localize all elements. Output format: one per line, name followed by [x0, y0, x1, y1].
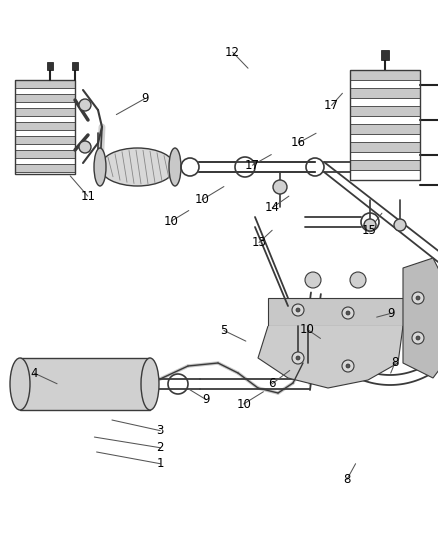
- Bar: [15, 122, 75, 130]
- Text: 10: 10: [163, 215, 178, 228]
- Circle shape: [341, 360, 353, 372]
- Text: 14: 14: [264, 201, 279, 214]
- Text: 9: 9: [141, 92, 148, 105]
- Text: 8: 8: [391, 356, 398, 369]
- Polygon shape: [402, 258, 438, 378]
- Text: 1: 1: [156, 457, 164, 470]
- Bar: [15, 150, 75, 158]
- Circle shape: [79, 141, 91, 153]
- Text: 16: 16: [290, 136, 305, 149]
- Text: 2: 2: [156, 441, 164, 454]
- Bar: [349, 160, 419, 170]
- Text: 6: 6: [268, 377, 276, 390]
- Text: 10: 10: [299, 323, 314, 336]
- Text: 9: 9: [386, 307, 394, 320]
- Ellipse shape: [94, 148, 106, 186]
- Circle shape: [411, 332, 423, 344]
- Bar: [349, 70, 419, 180]
- Circle shape: [345, 364, 349, 368]
- Bar: [349, 70, 419, 80]
- Circle shape: [304, 272, 320, 288]
- Circle shape: [415, 296, 419, 300]
- Ellipse shape: [169, 148, 180, 186]
- Text: 17: 17: [244, 159, 259, 172]
- Ellipse shape: [10, 358, 30, 410]
- Bar: [15, 108, 75, 116]
- Bar: [15, 94, 75, 102]
- Circle shape: [272, 180, 286, 194]
- Text: 9: 9: [202, 393, 210, 406]
- Text: 11: 11: [80, 190, 95, 203]
- Bar: [349, 142, 419, 152]
- Ellipse shape: [100, 148, 175, 186]
- Circle shape: [295, 308, 299, 312]
- Bar: [15, 80, 75, 174]
- Circle shape: [291, 304, 303, 316]
- Text: 17: 17: [323, 99, 338, 112]
- Text: 4: 4: [30, 367, 38, 379]
- Bar: [20, 358, 150, 410]
- Circle shape: [349, 272, 365, 288]
- Circle shape: [345, 311, 349, 315]
- Circle shape: [291, 352, 303, 364]
- Bar: [15, 136, 75, 144]
- Text: 12: 12: [225, 46, 240, 59]
- Text: 5: 5: [220, 324, 227, 337]
- Text: 13: 13: [251, 236, 266, 249]
- Text: 10: 10: [236, 398, 251, 410]
- Text: 15: 15: [360, 224, 375, 237]
- Circle shape: [393, 219, 405, 231]
- Circle shape: [363, 219, 375, 231]
- Circle shape: [79, 99, 91, 111]
- Bar: [15, 80, 75, 88]
- Polygon shape: [258, 326, 402, 388]
- Circle shape: [411, 292, 423, 304]
- Circle shape: [295, 356, 299, 360]
- Bar: [349, 106, 419, 116]
- Circle shape: [415, 336, 419, 340]
- Bar: [15, 164, 75, 172]
- Text: 10: 10: [194, 193, 209, 206]
- Ellipse shape: [141, 358, 159, 410]
- Text: 3: 3: [156, 424, 163, 437]
- Text: 8: 8: [343, 473, 350, 486]
- Bar: [267, 298, 402, 326]
- Bar: [349, 88, 419, 98]
- Bar: [72, 62, 78, 70]
- Bar: [380, 50, 388, 60]
- Bar: [349, 124, 419, 134]
- Bar: [47, 62, 53, 70]
- Circle shape: [341, 307, 353, 319]
